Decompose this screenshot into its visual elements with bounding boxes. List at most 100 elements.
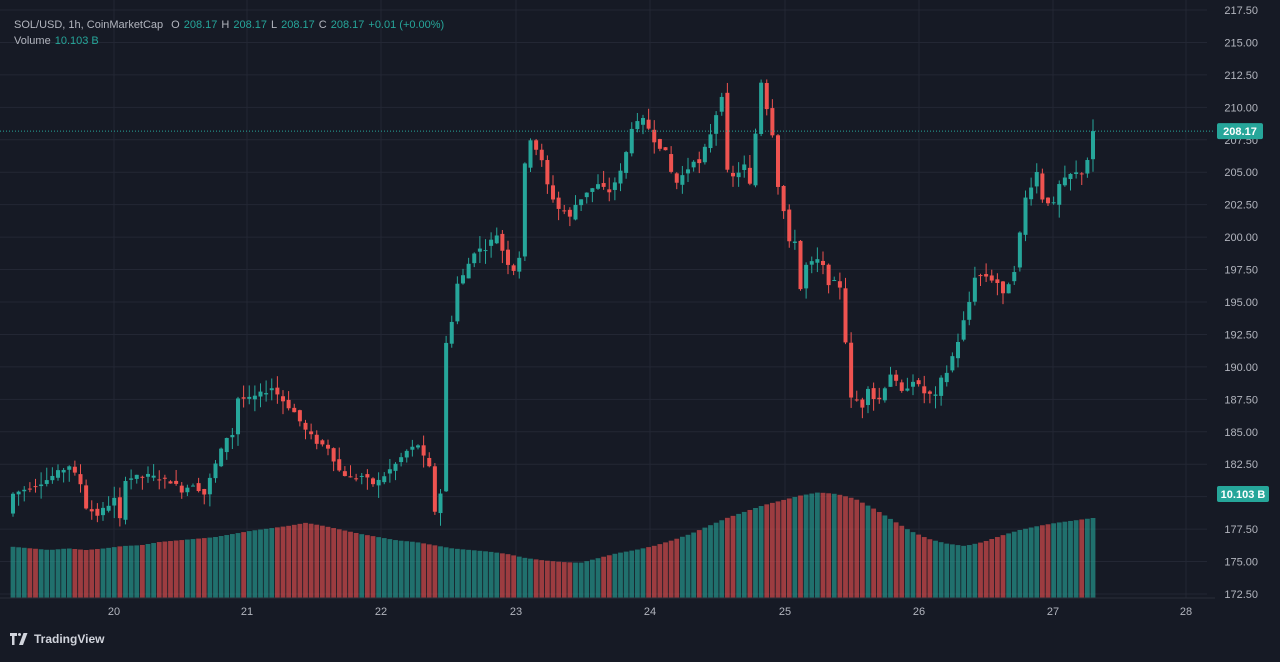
time-tick-label: 23: [510, 606, 522, 618]
price-tick-label: 175.00: [1224, 557, 1258, 569]
volume-bar: [753, 508, 758, 598]
candle-body: [849, 342, 854, 398]
candle-body: [236, 398, 240, 435]
candle-body: [708, 134, 713, 149]
candle-body: [33, 486, 38, 488]
candle-body: [641, 117, 645, 125]
candle-body: [826, 264, 831, 286]
candle-body: [517, 257, 522, 272]
candle-body: [787, 209, 792, 242]
volume-bar: [471, 550, 477, 598]
price-tick-label: 205.00: [1224, 167, 1258, 179]
volume-bar: [201, 538, 207, 598]
volume-bar: [595, 558, 601, 598]
candle-body: [714, 115, 719, 134]
candle-body: [596, 184, 600, 189]
candle-body: [331, 448, 336, 462]
candle-body: [39, 484, 44, 487]
candle-body: [888, 374, 893, 387]
high-label: H: [221, 19, 230, 31]
candle-body: [489, 239, 494, 246]
candle-body: [522, 163, 527, 257]
candle-body: [590, 188, 595, 192]
symbol-label[interactable]: SOL/USD, 1h, CoinMarketCap: [14, 19, 164, 31]
price-tick-label: 212.50: [1224, 70, 1258, 82]
volume-bar: [94, 549, 100, 598]
volume-bar: [719, 520, 725, 598]
volume-bar: [674, 538, 680, 598]
volume-bar: [314, 524, 320, 598]
volume-bar: [123, 545, 128, 598]
candle-body: [292, 407, 297, 413]
volume-bar: [263, 528, 269, 598]
candle-body: [84, 485, 89, 509]
candle-body: [843, 288, 848, 343]
volume-bar: [139, 544, 145, 598]
volume-bar: [111, 547, 117, 598]
candle-body: [224, 437, 229, 453]
volume-bar: [831, 493, 837, 598]
candle-body: [753, 133, 758, 186]
candle-body: [500, 233, 505, 251]
candle-body: [916, 380, 921, 385]
volume-bar: [916, 534, 922, 598]
volume-bar: [933, 540, 938, 598]
volume-label[interactable]: Volume: [14, 35, 51, 47]
volume-bar: [944, 543, 950, 598]
candle-body: [258, 391, 263, 397]
candle-body: [702, 146, 707, 163]
volume-tag-label: 10.103 B: [1221, 489, 1266, 501]
candle-body: [326, 444, 330, 449]
candle-body: [61, 469, 66, 473]
tradingview-brand[interactable]: TradingView: [10, 632, 104, 646]
candle-body: [697, 159, 702, 164]
volume-bar: [702, 527, 708, 598]
volume-bar: [618, 552, 623, 598]
volume-bar: [983, 540, 989, 598]
volume-bar: [809, 493, 815, 598]
candle-body: [1029, 187, 1034, 200]
candle-body: [191, 485, 195, 487]
volume-bar: [888, 518, 893, 598]
candle-body: [511, 265, 516, 271]
volume-bar: [679, 536, 685, 598]
candle-body: [1006, 284, 1011, 294]
candle-body: [781, 186, 786, 212]
candle-body: [89, 509, 94, 512]
volume-bar: [38, 549, 44, 598]
candle-body: [404, 450, 409, 458]
tradingview-logo-icon: [10, 633, 28, 645]
candle-body: [230, 435, 235, 438]
candle-body: [438, 493, 443, 514]
volume-bar: [522, 557, 528, 598]
volume-bar: [33, 548, 38, 598]
volume-bar: [55, 549, 61, 598]
volume-bar: [381, 538, 387, 598]
candle-body: [348, 476, 353, 478]
candle-body: [174, 480, 179, 484]
candle-body: [506, 249, 510, 265]
volume-bar: [584, 561, 590, 598]
candle-body: [725, 92, 730, 170]
volume-bar: [786, 498, 792, 598]
volume-bar: [89, 549, 95, 598]
volume-bar: [764, 504, 770, 598]
time-tick-label: 28: [1180, 606, 1192, 618]
candle-body: [241, 397, 246, 399]
volume-bar: [49, 549, 55, 598]
candle-body: [927, 391, 932, 394]
volume-bar: [117, 546, 123, 598]
candle-body: [359, 475, 364, 477]
candle-body: [101, 507, 105, 516]
volume-bar: [376, 537, 382, 598]
candle-body: [303, 422, 308, 430]
volume-bar: [280, 526, 286, 598]
time-tick-label: 24: [644, 606, 656, 618]
candle-body: [860, 399, 865, 408]
volume-bar: [398, 540, 404, 598]
volume-bar: [567, 562, 573, 598]
close-value: 208.17: [330, 19, 365, 31]
volume-bar: [421, 543, 427, 598]
